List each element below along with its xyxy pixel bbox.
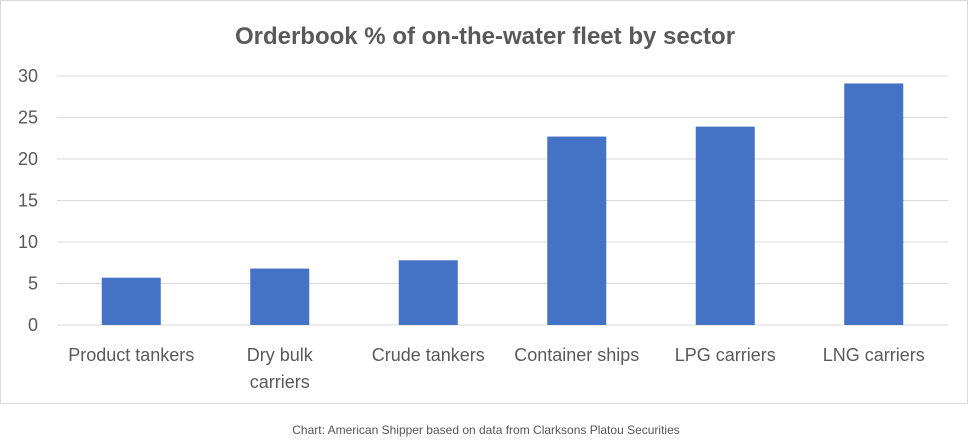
chart-title: Orderbook % of on-the-water fleet by sec… [235,23,735,50]
x-tick-label: LPG carriers [675,345,776,365]
bar [844,83,904,325]
x-tick-label: Dry bulk carriers [247,345,314,392]
x-tick-label-line: carriers [250,372,310,392]
bar-chart: Orderbook % of on-the-water fleet by sec… [18,23,948,392]
chart-frame [0,0,968,404]
y-axis-ticks: 0 5 10 15 20 25 30 [18,66,38,335]
bars [101,83,904,325]
x-tick-label: Product tankers [68,345,194,365]
y-tick-label: 0 [28,315,38,335]
x-tick-label-line: Dry bulk [247,345,314,365]
bar [398,260,458,325]
x-tick-label-line: Container ships [514,345,639,365]
y-tick-label: 5 [28,274,38,294]
x-tick-label-line: LPG carriers [675,345,776,365]
x-axis-labels: Product tankers Dry bulk carriers Crude tan… [68,345,925,392]
bar [250,268,310,325]
x-tick-label: LNG carriers [823,345,925,365]
y-tick-label: 20 [18,149,38,169]
bar [547,136,607,325]
gridlines [57,75,948,326]
y-tick-label: 10 [18,232,38,252]
x-tick-label: Container ships [514,345,639,365]
chart-caption: Chart: American Shipper based on data fr… [292,423,680,437]
x-tick-label-line: LNG carriers [823,345,925,365]
x-tick-label-line: Crude tankers [372,345,485,365]
bar [695,126,755,325]
y-tick-label: 15 [18,191,38,211]
x-tick-label-line: Product tankers [68,345,194,365]
x-tick-label: Crude tankers [372,345,485,365]
y-tick-label: 30 [18,66,38,86]
y-tick-label: 25 [18,108,38,128]
bar [101,277,161,325]
